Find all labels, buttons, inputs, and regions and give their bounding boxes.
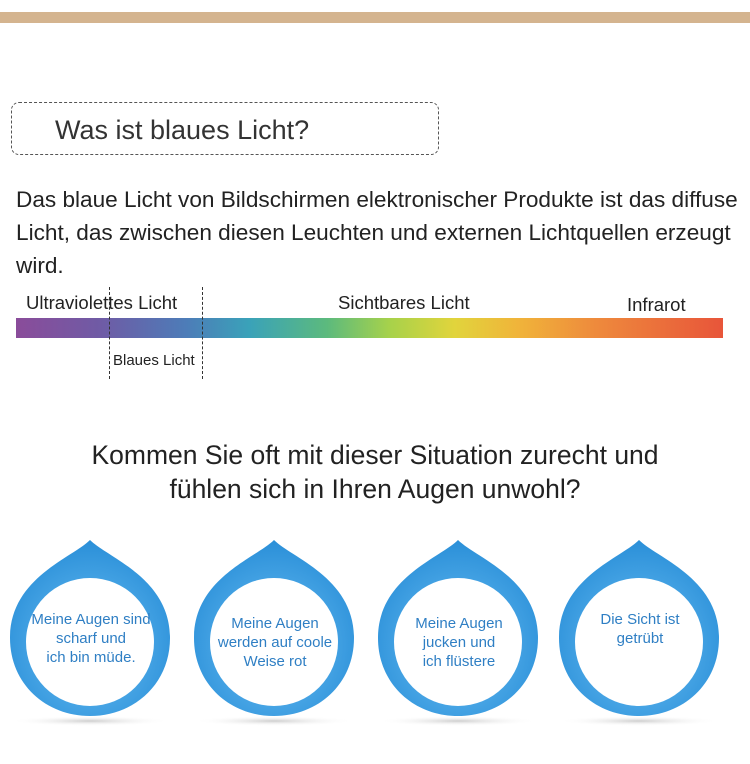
visible-label: Sichtbares Licht bbox=[338, 292, 470, 313]
symptom-drop-2: Meine Augen werden auf coole Weise rot bbox=[192, 538, 356, 728]
blue-light-left-marker bbox=[109, 287, 110, 379]
symptom-drop-3: Meine Augen jucken und ich flüstere bbox=[376, 538, 540, 728]
water-drop-icon bbox=[10, 540, 170, 726]
light-spectrum-bar bbox=[16, 318, 723, 338]
symptom-text-1: Meine Augen sind scharf und ich bin müde… bbox=[31, 611, 151, 666]
water-drop-icon bbox=[194, 540, 354, 726]
infrared-label: Infrarot bbox=[627, 294, 686, 315]
question-line-1: Kommen Sie oft mit dieser Situation zure… bbox=[91, 440, 659, 470]
water-drop-icon bbox=[378, 540, 538, 726]
symptom-text-4: Die Sicht ist getrübt bbox=[600, 611, 680, 647]
symptom-drop-4: Die Sicht ist getrübt bbox=[557, 538, 721, 728]
top-accent-bar bbox=[0, 12, 750, 23]
symptom-text-3: Meine Augen jucken und ich flüstere bbox=[415, 615, 503, 670]
blue-light-label: Blaues Licht bbox=[113, 352, 195, 369]
section-title: Was ist blaues Licht? bbox=[55, 115, 310, 145]
uv-label: Ultraviolettes Licht bbox=[26, 292, 178, 313]
question-line-2: fühlen sich in Ihren Augen unwohl? bbox=[169, 474, 581, 504]
question-heading: Kommen Sie oft mit dieser Situation zure… bbox=[0, 438, 750, 506]
blue-light-right-marker bbox=[202, 287, 203, 379]
intro-paragraph: Das blaue Licht von Bildschirmen elektro… bbox=[16, 187, 738, 278]
water-drop-icon bbox=[559, 540, 719, 726]
section-title-box: Was ist blaues Licht? bbox=[11, 102, 439, 155]
symptom-drop-1: Meine Augen sind scharf und ich bin müde… bbox=[8, 538, 172, 728]
symptom-text-2: Meine Augen werden auf coole Weise rot bbox=[217, 615, 333, 670]
